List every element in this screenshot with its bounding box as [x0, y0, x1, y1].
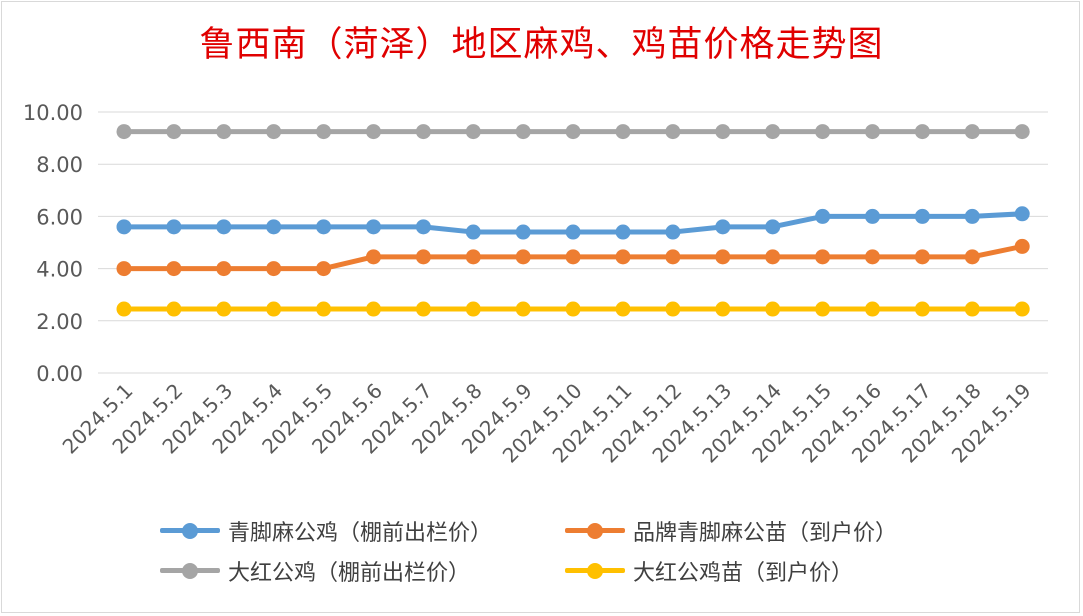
series-2-point: [116, 261, 132, 277]
series-2-point: [216, 261, 232, 277]
series-3-point: [116, 124, 132, 140]
series-2-point: [166, 261, 182, 277]
series-3-point: [865, 124, 880, 140]
series-2-point: [615, 249, 631, 265]
series-3-point: [166, 124, 182, 140]
series-1-point: [715, 219, 731, 235]
series-4-point: [166, 301, 182, 317]
legend-swatch-series-4: [565, 556, 625, 586]
series-4-point: [765, 301, 781, 317]
series-1-point: [914, 208, 930, 224]
y-tick-label: 2.00: [36, 310, 83, 334]
series-3-point: [216, 124, 232, 140]
series-2-point: [316, 261, 332, 277]
legend-item-series-1: 青脚麻公鸡（棚前出栏价）: [160, 516, 492, 546]
series-1-point: [415, 219, 431, 235]
series-3-point: [615, 124, 631, 140]
series-1-point: [465, 224, 481, 240]
legend-swatch-series-2: [565, 516, 625, 546]
legend-label-series-3: 大红公鸡（棚前出栏价）: [228, 561, 471, 586]
series-2-point: [266, 261, 282, 277]
series-3-point: [515, 124, 531, 140]
series-1-point: [765, 219, 781, 235]
series-1-point: [316, 219, 332, 235]
chart-legend: 青脚麻公鸡（棚前出栏价） 品牌青脚麻公苗（到户价） 大红公鸡（棚前出栏价） 大红…: [160, 512, 960, 592]
series-3-point: [1014, 124, 1030, 140]
legend-item-series-3: 大红公鸡（棚前出栏价）: [160, 556, 470, 586]
y-tick-label: 8.00: [36, 153, 83, 177]
series-1-point: [565, 224, 581, 240]
series-2-point: [1014, 238, 1030, 254]
legend-label-series-4: 大红公鸡苗（到户价）: [633, 561, 854, 586]
series-3-point: [415, 124, 431, 140]
series-3-point: [366, 124, 381, 140]
series-3-point: [914, 124, 930, 140]
series-2-point: [515, 249, 531, 265]
series-4-point: [116, 301, 132, 317]
series-2-point: [964, 249, 980, 265]
series-1-point: [216, 219, 232, 235]
series-1-point: [266, 219, 282, 235]
series-3-point: [815, 124, 831, 140]
series-4-point: [316, 301, 332, 317]
legend-swatch-series-3: [160, 556, 220, 586]
series-4-point: [216, 301, 232, 317]
series-4-point: [266, 301, 282, 317]
series-1-point: [366, 219, 381, 235]
chart-title: 鲁西南（菏泽）地区麻鸡、鸡苗价格走势图: [199, 25, 884, 65]
legend-label-series-1: 青脚麻公鸡（棚前出栏价）: [228, 521, 493, 546]
series-2-point: [865, 249, 880, 265]
series-3-point: [465, 124, 481, 140]
series-3-point: [765, 124, 781, 140]
series-1-point: [615, 224, 631, 240]
series-1-point: [116, 219, 132, 235]
series-4-point: [964, 301, 980, 317]
series-3-point: [665, 124, 681, 140]
series-4-point: [715, 301, 731, 317]
series-2-point: [665, 249, 681, 265]
series-2-point: [415, 249, 431, 265]
series-4-point: [415, 301, 431, 317]
series-2-point: [914, 249, 930, 265]
series-1-point: [665, 224, 681, 240]
series-1-point: [865, 208, 880, 224]
series-2-point: [765, 249, 781, 265]
series-4-point: [366, 301, 381, 317]
series-1-point: [166, 219, 182, 235]
series-1-point: [815, 208, 831, 224]
series-1-point: [1014, 206, 1030, 222]
series-4-point: [465, 301, 481, 317]
y-tick-label: 10.00: [23, 101, 83, 125]
series-3-point: [715, 124, 731, 140]
series-1-point: [515, 224, 531, 240]
series-4-point: [865, 301, 880, 317]
legend-label-series-2: 品牌青脚麻公苗（到户价）: [633, 521, 898, 546]
legend-item-series-2: 品牌青脚麻公苗（到户价）: [565, 516, 897, 546]
series-3-point: [316, 124, 332, 140]
series-4-point: [615, 301, 631, 317]
series-4-point: [914, 301, 930, 317]
y-tick-label: 0.00: [36, 362, 83, 386]
series-4-point: [565, 301, 581, 317]
series-2-point: [715, 249, 731, 265]
y-tick-label: 4.00: [36, 258, 83, 282]
series-1-point: [964, 208, 980, 224]
series-4-point: [665, 301, 681, 317]
y-tick-label: 6.00: [36, 205, 83, 229]
series-2-point: [565, 249, 581, 265]
series-4-point: [1014, 301, 1030, 317]
legend-item-series-4: 大红公鸡苗（到户价）: [565, 556, 853, 586]
series-4-point: [815, 301, 831, 317]
series-3-point: [565, 124, 581, 140]
series-3-point: [964, 124, 980, 140]
series-2-point: [815, 249, 831, 265]
series-3-point: [266, 124, 282, 140]
series-2-point: [366, 249, 381, 265]
series-2-point: [465, 249, 481, 265]
series-4-point: [515, 301, 531, 317]
legend-swatch-series-1: [160, 516, 220, 546]
